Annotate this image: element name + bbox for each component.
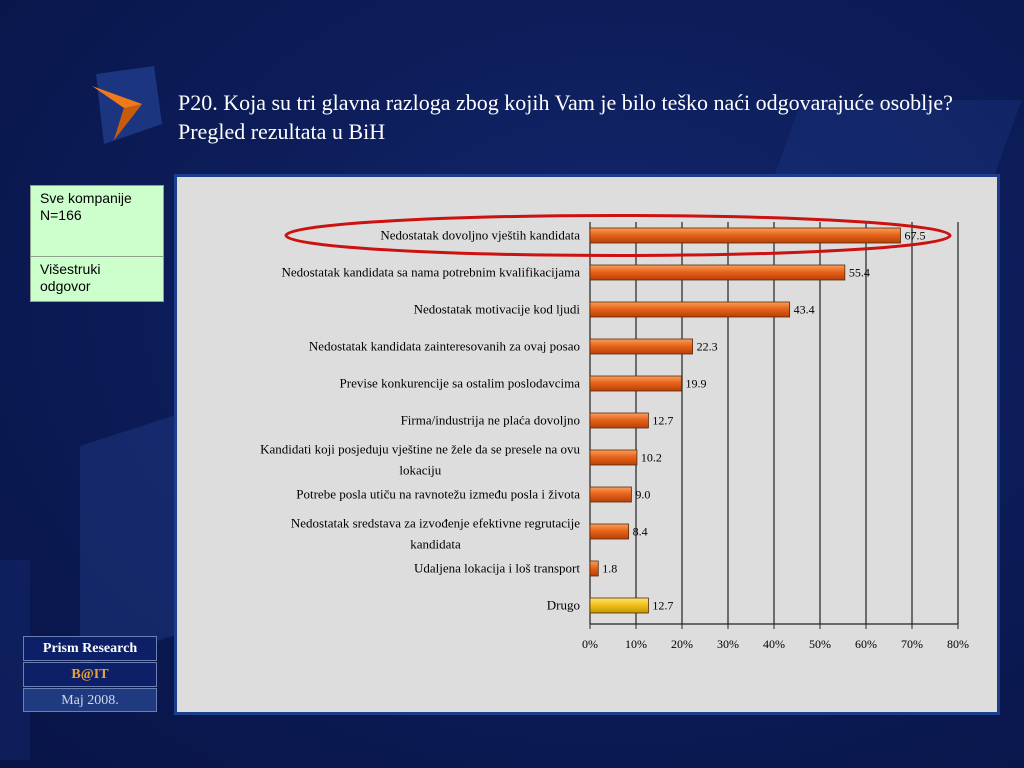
data-label: 8.4	[633, 525, 648, 539]
category-label: lokaciju	[399, 463, 441, 478]
data-label: 12.7	[652, 414, 673, 428]
x-tick-label: 70%	[901, 637, 923, 651]
sample-size-label: Sve kompanije N=166	[40, 190, 132, 223]
category-label: Drugo	[547, 598, 580, 613]
data-label: 43.4	[794, 303, 815, 317]
data-label: 55.4	[849, 266, 870, 280]
category-label: Firma/industrija ne plaća dovoljno	[401, 413, 580, 428]
x-tick-label: 0%	[582, 637, 598, 651]
company-logo-icon	[92, 66, 162, 144]
bar	[589, 597, 649, 614]
category-label: Nedostatak kandidata zainteresovanih za …	[309, 339, 580, 354]
bar	[589, 560, 599, 577]
bar	[589, 301, 791, 318]
bar	[589, 375, 682, 392]
category-label: Potrebe posla utiču na ravnotežu između …	[296, 487, 580, 502]
chart-frame: 0% 10% 20% 30% 40% 50% 60% 70% 80% 67.5 Nedostatak…	[174, 174, 1000, 715]
category-label: Udaljena lokacija i loš transport	[414, 561, 580, 576]
bar	[589, 227, 901, 244]
category-label: Kandidati koji posjeduju vještine ne žel…	[260, 442, 580, 457]
x-tick-label: 20%	[671, 637, 693, 651]
bar	[589, 412, 649, 429]
data-label: 12.7	[652, 599, 673, 613]
data-label: 22.3	[697, 340, 718, 354]
bar-chart: 0% 10% 20% 30% 40% 50% 60% 70% 80% 67.5 Nedostatak…	[260, 214, 969, 651]
data-label: 10.2	[641, 451, 662, 465]
category-label: Previse konkurencije sa ostalim poslodav…	[340, 376, 581, 391]
highlight-ellipse	[284, 214, 952, 257]
x-tick-label: 50%	[809, 637, 831, 651]
answer-type-label: Višestruki odgovor	[31, 256, 163, 299]
category-label: kandidata	[410, 537, 461, 552]
bar	[589, 338, 693, 355]
bar	[589, 264, 846, 281]
category-label: Nedostatak dovoljno vještih kandidata	[380, 228, 580, 243]
slide-title: P20. Koja su tri glavna razloga zbog koj…	[178, 90, 953, 144]
x-tick-label: 80%	[947, 637, 969, 651]
data-label: 1.8	[602, 562, 617, 576]
bar	[589, 486, 632, 503]
data-label: 9.0	[635, 488, 650, 502]
category-label: Nedostatak motivacije kod ljudi	[414, 302, 581, 317]
x-tick-label: 40%	[763, 637, 785, 651]
footer-date: Maj 2008.	[23, 688, 157, 712]
category-label: Nedostatak sredstava za izvođenje efekti…	[291, 516, 580, 531]
x-tick-label: 10%	[625, 637, 647, 651]
data-label: 19.9	[686, 377, 707, 391]
bar	[589, 449, 638, 466]
bar	[589, 523, 630, 540]
footer-company: Prism Research	[23, 636, 157, 661]
x-tick-label: 60%	[855, 637, 877, 651]
sample-info-box: Sve kompanije N=166 Višestruki odgovor	[30, 185, 164, 302]
category-label: Nedostatak kandidata sa nama potrebnim k…	[281, 265, 580, 280]
data-label: 67.5	[905, 229, 926, 243]
footer-brand: B@IT	[23, 662, 157, 687]
x-tick-label: 30%	[717, 637, 739, 651]
